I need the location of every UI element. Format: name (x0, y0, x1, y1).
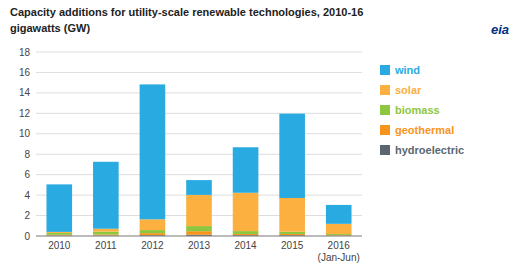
x-tick-label: 2013 (188, 240, 211, 251)
annotation: eia (491, 22, 509, 37)
bars (46, 84, 351, 236)
bar-segment (233, 193, 259, 231)
y-tick-label: 0 (24, 231, 30, 242)
grid-line (36, 174, 362, 175)
bar-segment (326, 234, 352, 235)
y-tick-label: 16 (19, 67, 31, 78)
y-tick-label: 14 (19, 87, 31, 98)
x-tick-label: 2011 (95, 240, 117, 251)
bar-segment (46, 184, 72, 232)
bar-segment (186, 195, 212, 226)
grid-line (36, 113, 362, 114)
bar-segment (233, 147, 259, 192)
bar-segment (140, 84, 166, 219)
legend-swatch (380, 105, 390, 115)
legend-swatch (380, 145, 390, 155)
bar-segment (93, 234, 119, 235)
x-tick-label: 2010 (48, 240, 71, 251)
bar-segment (279, 198, 305, 232)
y-tick-label: 12 (19, 108, 31, 119)
legend-label: wind (394, 64, 420, 76)
legend-label: biomass (395, 104, 440, 116)
x-tick-label: 2016(Jan-Jun) (318, 240, 360, 263)
legend-swatch (380, 125, 390, 135)
grid-line (36, 154, 362, 155)
legend-label: geothermal (395, 124, 454, 136)
grid-line (36, 133, 362, 134)
bar-segment (233, 231, 259, 234)
bar-segment (233, 234, 259, 235)
x-tick-label: 2014 (234, 240, 257, 251)
grid-line (36, 236, 362, 237)
subtitle: gigawatts (GW) (10, 22, 90, 34)
title: Capacity additions for utility-scale ren… (10, 6, 363, 18)
bar-segment (93, 162, 119, 229)
y-tick-label: 10 (19, 128, 31, 139)
bar-segment (279, 234, 305, 235)
bar-segment (46, 233, 72, 235)
bar-segment (279, 114, 305, 198)
y-tick-label: 8 (24, 149, 30, 160)
y-tick-label: 6 (24, 169, 30, 180)
y-tick-label: 4 (24, 190, 30, 201)
grid-line (36, 72, 362, 73)
x-tick-label: 2015 (281, 240, 304, 251)
bar-segment (279, 232, 305, 234)
bar-segment (93, 229, 119, 232)
bar-segment (140, 233, 166, 235)
y-tick-label: 18 (19, 47, 31, 58)
legend-swatch (380, 65, 390, 75)
bar-segment (326, 205, 352, 224)
x-axis-line (36, 236, 362, 237)
legend: wind solar biomass geothermal hydroelectric (380, 64, 464, 156)
grid-line (36, 92, 362, 93)
grid (36, 52, 362, 236)
legend-swatch (380, 85, 390, 95)
bar-segment (186, 180, 212, 195)
bar-segment (93, 232, 119, 235)
chart: Capacity additions for utility-scale ren… (0, 0, 521, 276)
y-tick-label: 2 (24, 210, 30, 221)
bar-segment (46, 232, 72, 233)
x-tick-label: 2012 (141, 240, 164, 251)
bar-segment (186, 231, 212, 235)
grid-line (36, 52, 362, 53)
bar-segment (326, 224, 352, 234)
legend-label: solar (395, 84, 422, 96)
bar-segment (140, 219, 166, 230)
legend-label: hydroelectric (395, 144, 464, 156)
bar-segment (186, 226, 212, 231)
bar-segment (140, 230, 166, 233)
